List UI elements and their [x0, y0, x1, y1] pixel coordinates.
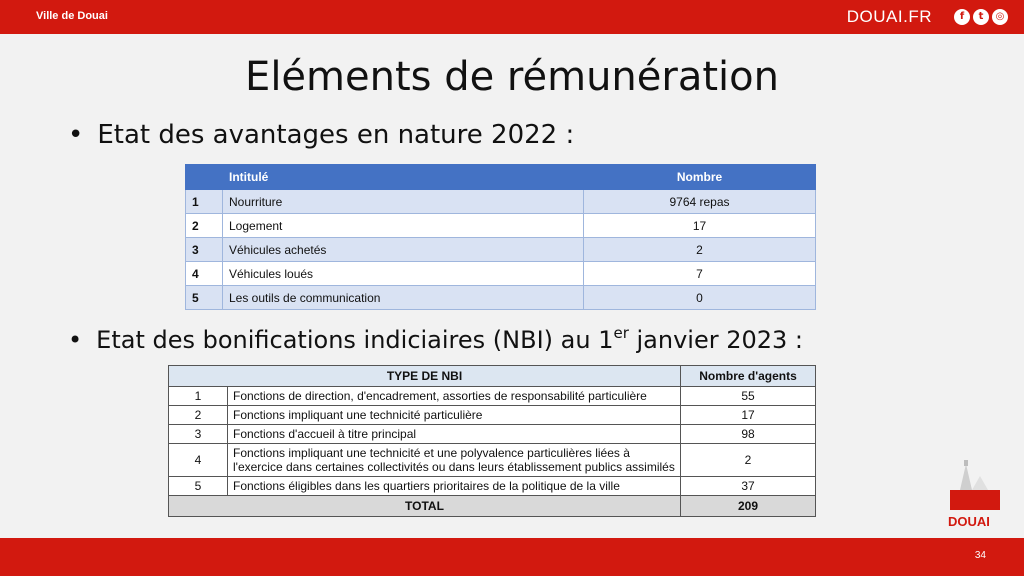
table-row: 1 Nourriture 9764 repas	[185, 189, 816, 214]
total-value: 209	[680, 495, 816, 517]
row-value: 55	[680, 386, 816, 406]
table-row: 2 Fonctions impliquant une technicité pa…	[168, 405, 816, 425]
top-banner: Ville de Douai DOUAI.FR f t ◎	[0, 0, 1024, 34]
facebook-icon[interactable]: f	[954, 9, 970, 25]
slide-title: Eléments de rémunération	[245, 54, 779, 100]
bullet-nbi-text: Etat des bonifications indiciaires (NBI)…	[96, 326, 614, 354]
table-header-row: Intitulé Nombre	[185, 164, 816, 190]
table-row: 3 Fonctions d'accueil à titre principal …	[168, 424, 816, 444]
row-label: Fonctions d'accueil à titre principal	[227, 424, 681, 444]
total-row: TOTAL 209	[168, 495, 816, 517]
douai-logo-icon	[950, 460, 1000, 510]
bullet-avantages: • Etat des avantages en nature 2022 :	[68, 120, 574, 150]
page-number: 34	[974, 550, 986, 561]
row-index: 2	[168, 405, 228, 425]
row-label: Logement	[222, 213, 584, 238]
row-value: 7	[583, 261, 816, 286]
douai-logo-text: DOUAI	[948, 514, 990, 529]
row-label: Fonctions impliquant une technicité part…	[227, 405, 681, 425]
row-value: 9764 repas	[583, 189, 816, 214]
row-value: 17	[583, 213, 816, 238]
row-label: Fonctions impliquant une technicité et u…	[227, 443, 681, 477]
total-label: TOTAL	[168, 495, 681, 517]
row-index: 5	[168, 476, 228, 496]
row-index: 4	[185, 261, 223, 286]
table-row: 5 Les outils de communication 0	[185, 285, 816, 310]
row-value: 2	[680, 443, 816, 477]
table-header-row: TYPE DE NBI Nombre d'agents	[168, 365, 816, 387]
bullet-nbi: • Etat des bonifications indiciaires (NBI…	[68, 324, 804, 354]
row-label: Véhicules achetés	[222, 237, 584, 262]
row-index: 3	[168, 424, 228, 444]
twitter-icon[interactable]: t	[973, 9, 989, 25]
col-header-index	[185, 164, 223, 190]
col-header-nombre: Nombre	[583, 164, 816, 190]
row-value: 17	[680, 405, 816, 425]
row-index: 2	[185, 213, 223, 238]
instagram-icon[interactable]: ◎	[992, 9, 1008, 25]
col-header-agents: Nombre d'agents	[680, 365, 816, 387]
bullet-nbi-text-end: janvier 2023 :	[628, 326, 804, 354]
social-icons: f t ◎	[954, 9, 1008, 25]
row-value: 2	[583, 237, 816, 262]
bullet-icon: •	[68, 326, 83, 354]
row-value: 0	[583, 285, 816, 310]
bullet-avantages-text: Etat des avantages en nature 2022 :	[97, 120, 575, 150]
row-label: Véhicules loués	[222, 261, 584, 286]
col-header-intitule: Intitulé	[222, 164, 584, 190]
row-index: 3	[185, 237, 223, 262]
row-label: Les outils de communication	[222, 285, 584, 310]
bottom-banner: 34	[0, 538, 1024, 576]
table-row: 2 Logement 17	[185, 213, 816, 238]
row-index: 1	[168, 386, 228, 406]
row-index: 4	[168, 443, 228, 477]
avantages-table: Intitulé Nombre 1 Nourriture 9764 repas …	[185, 164, 816, 310]
table-row: 1 Fonctions de direction, d'encadrement,…	[168, 386, 816, 406]
table-row: 5 Fonctions éligibles dans les quartiers…	[168, 476, 816, 496]
row-index: 5	[185, 285, 223, 310]
nbi-table: TYPE DE NBI Nombre d'agents 1 Fonctions …	[168, 365, 816, 517]
table-row: 4 Véhicules loués 7	[185, 261, 816, 286]
bullet-icon: •	[68, 120, 84, 150]
row-label: Fonctions de direction, d'encadrement, a…	[227, 386, 681, 406]
row-label: Nourriture	[222, 189, 584, 214]
row-value: 98	[680, 424, 816, 444]
table-row: 4 Fonctions impliquant une technicité et…	[168, 443, 816, 477]
col-header-type: TYPE DE NBI	[168, 365, 681, 387]
website-name: DOUAI.FR	[846, 7, 932, 26]
bullet-nbi-sup: er	[613, 324, 629, 342]
row-label: Fonctions éligibles dans les quartiers p…	[227, 476, 681, 496]
city-name: Ville de Douai	[36, 10, 108, 22]
row-value: 37	[680, 476, 816, 496]
row-index: 1	[185, 189, 223, 214]
table-row: 3 Véhicules achetés 2	[185, 237, 816, 262]
